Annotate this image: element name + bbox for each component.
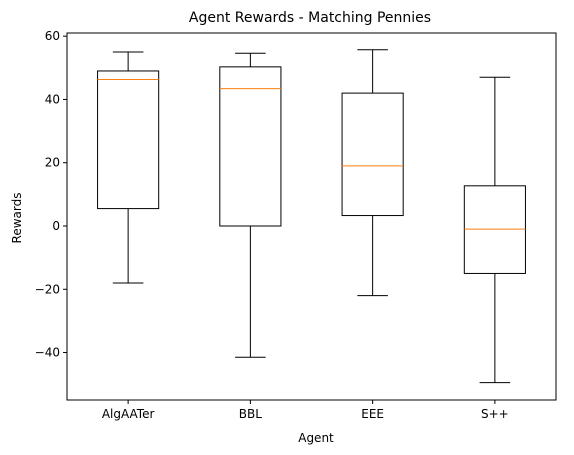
box-0-iqr-box <box>97 70 160 210</box>
y-tick-label: −40 <box>35 346 60 360</box>
chart-title: Agent Rewards - Matching Pennies <box>189 10 431 26</box>
y-tick-label: −20 <box>35 282 60 296</box>
box-2-iqr-box <box>341 92 404 217</box>
box-1-iqr-box <box>219 66 282 227</box>
x-tick-label: BBL <box>239 407 262 421</box>
x-tick-label: AlgAATer <box>102 407 155 421</box>
x-tick-label: S++ <box>481 407 509 421</box>
x-axis-label: Agent <box>298 431 334 445</box>
y-axis-label: Rewards <box>10 193 24 244</box>
y-tick-label: 40 <box>45 92 60 106</box>
x-tick-label: EEE <box>361 407 384 421</box>
y-tick-label: 0 <box>52 219 60 233</box>
y-tick-label: 20 <box>45 156 60 170</box>
plot-area: −40 −20 0 20 40 60 AlgAATer BBL EEE S++ <box>35 29 557 421</box>
y-tick-label: 60 <box>45 29 60 43</box>
axes-frame <box>66 32 557 401</box>
